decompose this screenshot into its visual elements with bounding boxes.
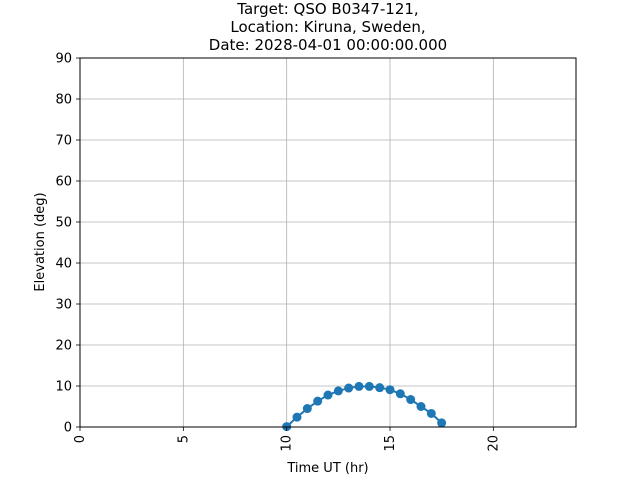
data-point [437,418,447,428]
y-tick-label: 60 [55,175,72,190]
y-tick-label: 80 [55,93,72,108]
title-line-2: Location: Kiruna, Sweden, [230,18,425,36]
y-tick-label: 10 [55,380,72,395]
x-tick-label: 5 [176,435,191,443]
y-tick-label: 0 [64,421,72,436]
data-point [406,395,416,405]
x-axis-label: Time UT (hr) [286,461,368,476]
data-point [385,385,395,395]
x-tick-label: 10 [280,435,295,452]
data-point [354,381,364,391]
data-point [426,408,436,418]
chart-title: Target: QSO B0347-121, Location: Kiruna,… [209,0,447,54]
series-line [285,385,443,428]
grid-lines [79,57,576,428]
data-point [313,396,323,406]
y-axis-label: Elevation (deg) [33,192,48,291]
x-tick-label: 15 [383,435,398,452]
data-point [333,386,343,396]
y-axis-ticks: 0 10 20 30 40 50 60 70 80 90 [55,52,80,436]
y-tick-label: 70 [55,134,72,149]
y-tick-label: 30 [55,298,72,313]
y-tick-label: 40 [55,257,72,272]
data-point [302,404,312,414]
plot-series [282,381,447,432]
data-point [416,402,426,411]
y-tick-label: 50 [55,216,72,231]
data-point [323,390,333,400]
data-point [344,383,354,393]
y-tick-label: 20 [55,339,72,354]
data-point [364,381,374,391]
x-tick-label: 0 [73,435,88,443]
y-tick-label: 90 [55,52,72,67]
data-point [395,389,405,399]
title-line-3: Date: 2028-04-01 00:00:00.000 [209,36,447,54]
data-point [375,383,385,393]
data-point [292,412,302,422]
x-axis-ticks: 0 5 10 15 20 [73,427,501,452]
x-tick-label: 20 [486,435,501,452]
title-line-1: Target: QSO B0347-121, [236,0,418,18]
plot-frame [79,57,577,428]
